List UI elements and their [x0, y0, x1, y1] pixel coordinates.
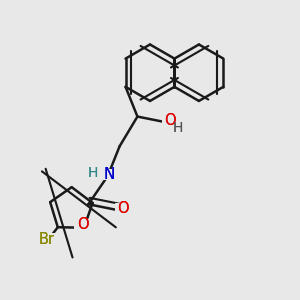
Text: O: O	[77, 217, 88, 232]
Text: Br: Br	[38, 232, 54, 247]
Text: H: H	[172, 122, 183, 136]
Text: N: N	[103, 167, 115, 182]
Text: O: O	[117, 201, 129, 216]
Text: Br: Br	[38, 232, 54, 247]
Text: H: H	[88, 166, 98, 180]
Text: H: H	[172, 122, 183, 136]
Bar	[169, 122, 186, 134]
Bar	[101, 169, 117, 181]
Bar	[115, 203, 131, 214]
Text: O: O	[77, 217, 88, 232]
Bar	[85, 167, 101, 179]
Text: H: H	[88, 166, 98, 180]
Text: N: N	[103, 167, 115, 182]
Text: O: O	[164, 112, 176, 128]
Text: O: O	[117, 201, 129, 216]
Text: O: O	[164, 112, 176, 128]
Bar	[162, 114, 178, 126]
Bar	[74, 219, 91, 231]
Bar	[38, 233, 55, 245]
